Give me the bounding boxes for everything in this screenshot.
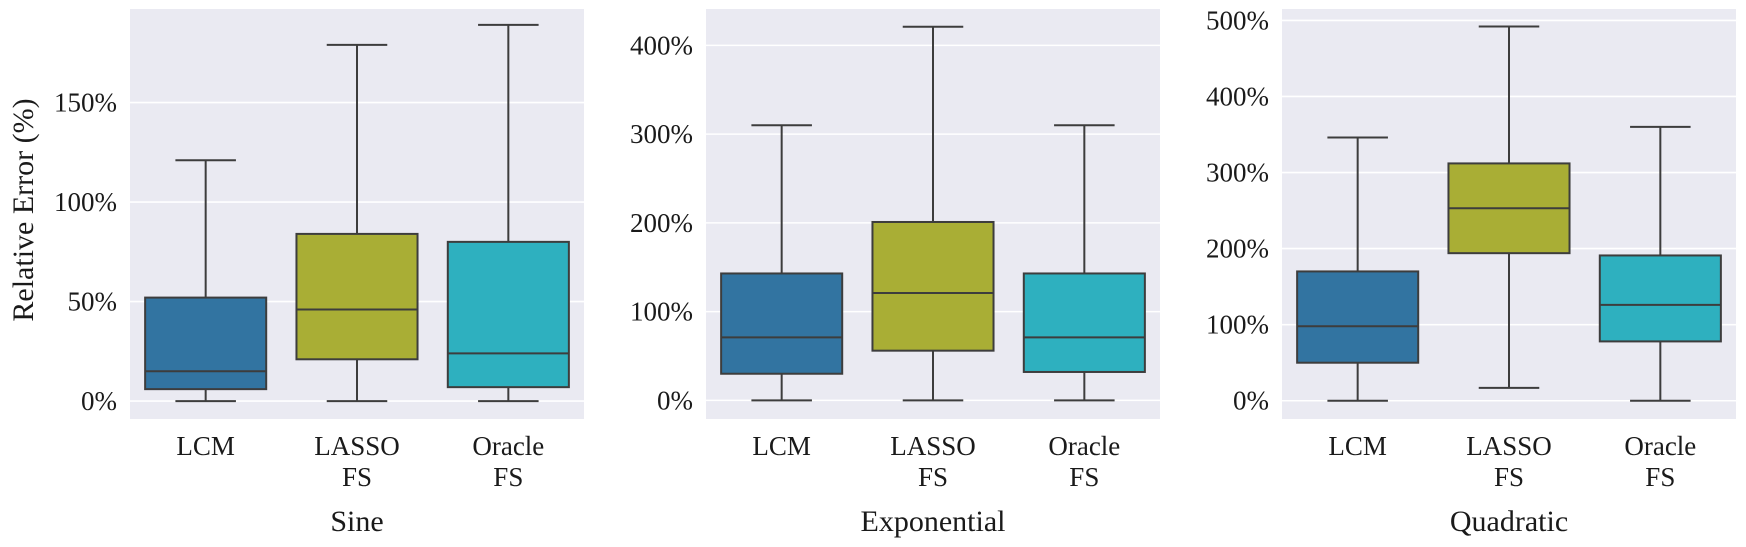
- y-tick-label: 200%: [1206, 234, 1269, 264]
- x-tick-label: Oracle FS: [1624, 431, 1696, 492]
- x-tick-label: LASSO FS: [1466, 431, 1552, 492]
- y-tick-label: 100%: [54, 187, 117, 217]
- panel-1: 0% 50% 100% 150% LCM LASSO FS Oracle FS Sine: [54, 9, 584, 538]
- box-2: [1447, 25, 1571, 389]
- x-axis-title: Sine: [330, 505, 383, 538]
- x-tick-label: LASSO FS: [314, 431, 400, 492]
- iqr-box: [446, 240, 570, 389]
- box-3: [1598, 125, 1722, 402]
- y-tick-label: 150%: [54, 88, 117, 118]
- iqr-box: [1022, 272, 1146, 373]
- x-tick-label: LCM: [1328, 431, 1387, 461]
- x-axis-title: Quadratic: [1450, 505, 1568, 538]
- iqr-box: [295, 232, 419, 361]
- box-3: [1022, 124, 1146, 402]
- y-tick-label: 0%: [1233, 386, 1269, 416]
- x-tick-label: Oracle FS: [1048, 431, 1120, 492]
- y-tick-label: 50%: [68, 287, 118, 317]
- panel-2: 0% 100% 200% 300% 400% LCM LASSO FS Oracle FS Expo…: [630, 9, 1160, 538]
- box-2: [871, 25, 995, 402]
- y-tick-label: 400%: [1206, 81, 1269, 111]
- iqr-box: [144, 296, 268, 391]
- x-axis-title: Exponential: [861, 505, 1006, 538]
- iqr-box: [720, 272, 844, 375]
- box-1: [144, 159, 268, 403]
- box-3: [446, 23, 570, 403]
- iqr-box: [871, 220, 995, 352]
- iqr-box: [1296, 270, 1420, 364]
- y-tick-label: 100%: [630, 297, 693, 327]
- y-axis-title: Relative Error (%): [7, 98, 40, 321]
- y-tick-label: 300%: [630, 119, 693, 149]
- box-2: [295, 43, 419, 403]
- y-tick-label: 0%: [81, 386, 117, 416]
- y-tick-label: 500%: [1206, 5, 1269, 35]
- y-tick-label: 300%: [1206, 158, 1269, 188]
- y-tick-label: 100%: [1206, 310, 1269, 340]
- y-tick-label: 400%: [630, 30, 693, 60]
- x-tick-label: Oracle FS: [472, 431, 544, 492]
- box-1: [1296, 136, 1420, 402]
- panel-3: 0% 100% 200% 300% 400% 500% LCM LASSO FS Oracle FS…: [1206, 5, 1736, 538]
- x-tick-label: LCM: [176, 431, 235, 461]
- box-1: [720, 124, 844, 402]
- x-tick-label: LCM: [752, 431, 811, 461]
- y-tick-label: 0%: [657, 385, 693, 415]
- y-tick-label: 200%: [630, 208, 693, 238]
- iqr-box: [1598, 254, 1722, 343]
- x-tick-label: LASSO FS: [890, 431, 976, 492]
